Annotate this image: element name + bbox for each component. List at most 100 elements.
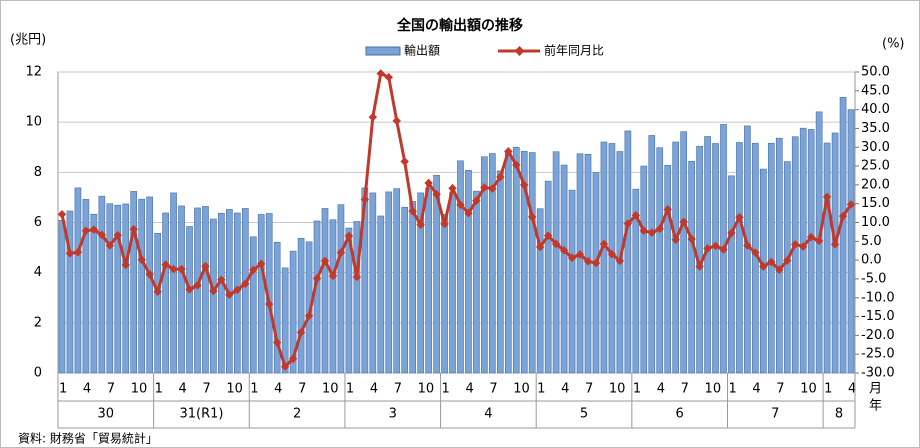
bar	[823, 142, 831, 374]
bar	[241, 208, 249, 374]
year-label: 2	[293, 407, 301, 422]
bar	[409, 201, 416, 374]
marker	[456, 200, 465, 210]
bar	[728, 175, 735, 374]
x-tick-label: 1	[537, 382, 545, 397]
x-tick-label: 7	[681, 382, 689, 397]
x-tick-label: 10	[800, 382, 817, 397]
x-tick-label: 7	[489, 382, 497, 397]
bar	[497, 170, 504, 374]
marker	[81, 226, 91, 236]
bar	[807, 129, 815, 374]
marker	[583, 257, 593, 266]
bar	[273, 242, 281, 374]
y2-tick-label: -20.0	[861, 328, 895, 343]
bar	[664, 165, 672, 374]
x-tick-label: 10	[705, 382, 722, 397]
marker	[328, 271, 338, 281]
bar	[465, 170, 472, 374]
marker	[280, 362, 290, 371]
bar	[130, 191, 138, 374]
y2-tick-label: 15.0	[861, 196, 890, 211]
y2-tick-label: 30.0	[861, 140, 890, 155]
bar	[218, 212, 225, 374]
y2-tick-label: 25.0	[861, 159, 890, 174]
x-tick-label: 10	[322, 382, 339, 397]
marker	[241, 279, 250, 289]
marker	[97, 230, 107, 240]
bar	[544, 180, 552, 374]
bar	[82, 199, 90, 374]
x-tick-label: 10	[513, 382, 530, 397]
y-tick-label: 6	[34, 215, 42, 230]
marker	[448, 184, 457, 193]
year-label: 31(R1)	[179, 407, 223, 422]
x-tick-label: 10	[418, 382, 435, 397]
y2-tick-label: 35.0	[861, 121, 890, 136]
marker	[201, 261, 210, 271]
bar	[847, 109, 855, 374]
bar	[552, 151, 560, 374]
bar	[441, 213, 448, 374]
bar	[329, 219, 337, 374]
x-tick-label: 4	[370, 382, 378, 397]
bar	[576, 153, 584, 374]
bar	[345, 227, 353, 374]
marker	[775, 265, 784, 275]
marker	[57, 209, 67, 219]
x-tick-label: 1	[155, 382, 163, 397]
marker	[384, 73, 393, 82]
y-tick-label: 0	[34, 366, 42, 381]
marker	[400, 157, 409, 166]
marker	[320, 256, 330, 266]
year-label: 7	[771, 407, 779, 422]
x-tick-label: 4	[465, 382, 473, 397]
marker	[161, 260, 170, 269]
x-tick-label: 1	[59, 382, 67, 397]
bar	[528, 152, 536, 374]
marker	[480, 183, 489, 192]
y-tick-label: 4	[34, 265, 42, 280]
y2-tick-label: 20.0	[861, 177, 890, 192]
bar	[481, 156, 488, 374]
x-tick-label: 1	[346, 382, 354, 397]
bar	[473, 190, 480, 374]
bar	[433, 175, 440, 374]
x-tick-label: 4	[561, 382, 569, 397]
x-tick-label: 7	[585, 382, 593, 397]
marker	[304, 311, 314, 321]
bar	[504, 151, 512, 374]
bar	[321, 208, 329, 374]
year-unit: 年	[869, 399, 882, 414]
bar	[600, 141, 608, 374]
bar	[831, 132, 839, 374]
bar	[58, 220, 66, 374]
bar	[672, 141, 680, 374]
marker	[344, 231, 354, 241]
marker	[424, 178, 433, 188]
bar	[337, 204, 345, 374]
y-tick-label: 10	[25, 115, 42, 130]
bar	[186, 226, 193, 374]
y2-tick-label: 45.0	[861, 83, 890, 98]
marker	[233, 285, 242, 295]
year-label: 4	[484, 407, 492, 422]
bar	[791, 136, 799, 374]
marker	[416, 220, 425, 230]
bar	[202, 206, 209, 374]
marker	[336, 248, 346, 257]
bar	[393, 188, 401, 374]
marker	[464, 208, 473, 218]
marker	[392, 116, 401, 126]
y2-tick-label: 5.0	[861, 234, 882, 249]
bar	[624, 130, 632, 374]
year-label: 3	[389, 407, 397, 422]
bar	[170, 192, 177, 374]
bar	[369, 192, 377, 374]
bar	[712, 143, 719, 374]
marker	[121, 260, 130, 270]
x-tick-label: 7	[776, 382, 784, 397]
marker	[591, 258, 601, 268]
bar	[520, 150, 528, 374]
